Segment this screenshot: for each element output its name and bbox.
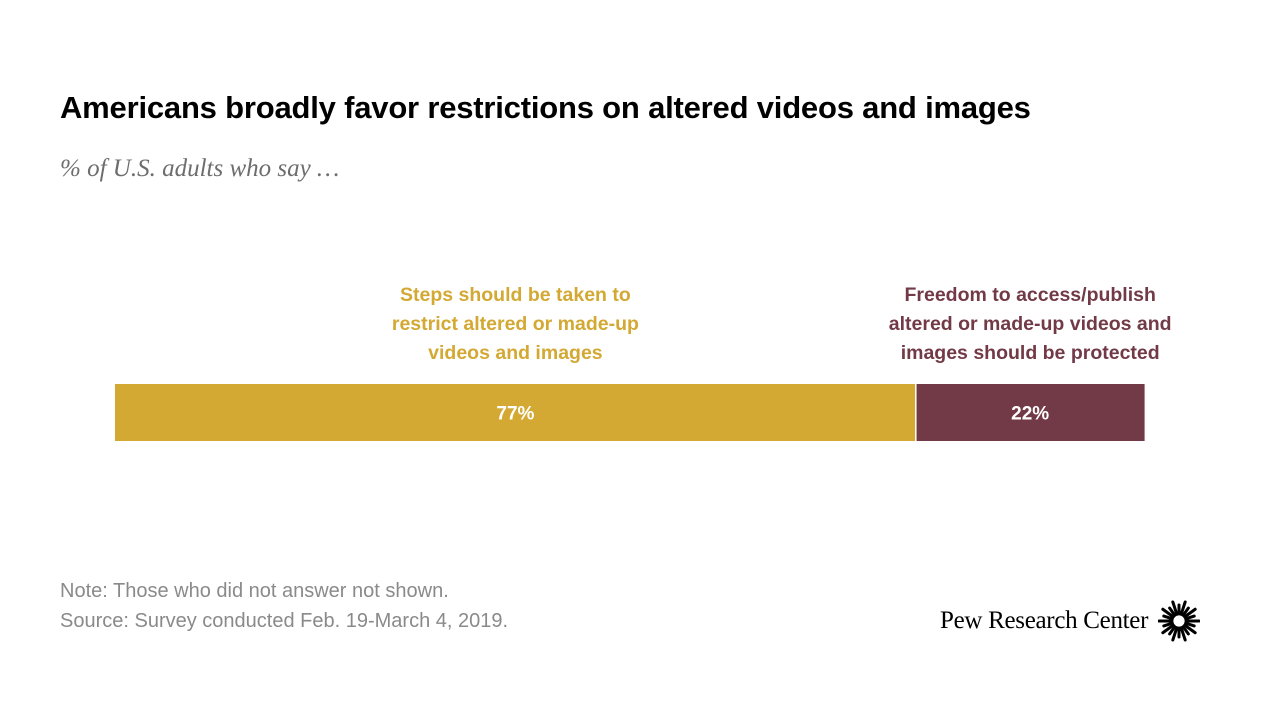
logo-text: Pew Research Center bbox=[940, 607, 1149, 634]
bar-value-restrict: 77% bbox=[496, 404, 534, 425]
note-text: Note: Those who did not answer not shown… bbox=[60, 580, 449, 602]
bar-value-freedom: 22% bbox=[1011, 404, 1049, 425]
source-text: Source: Survey conducted Feb. 19-March 4… bbox=[60, 610, 509, 632]
chart-title: Americans broadly favor restrictions on … bbox=[60, 90, 1031, 125]
series-label-freedom: Freedom to access/publish altered or mad… bbox=[888, 284, 1172, 364]
pew-sunburst-icon bbox=[1158, 600, 1201, 642]
bar-restrict bbox=[115, 384, 916, 441]
pew-logo: Pew Research Center bbox=[940, 600, 1201, 642]
chart-subtitle: % of U.S. adults who say … bbox=[60, 155, 340, 182]
bar-freedom bbox=[915, 384, 1145, 441]
chart-notes: Note: Those who did not answer not shown… bbox=[60, 576, 508, 636]
series-label-restrict: Steps should be taken to restrict altere… bbox=[391, 284, 639, 364]
